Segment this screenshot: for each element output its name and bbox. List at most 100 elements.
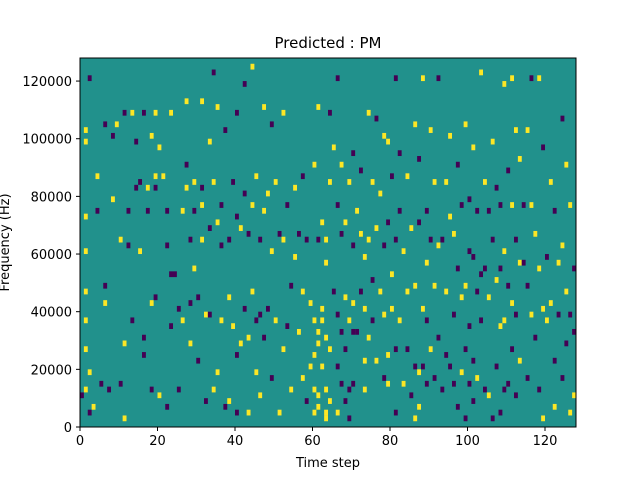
heatmap-cell bbox=[223, 403, 228, 410]
heatmap-cell bbox=[142, 109, 146, 116]
heatmap-cell bbox=[506, 282, 511, 289]
heatmap-cell bbox=[149, 132, 154, 139]
heatmap-cell bbox=[269, 248, 274, 255]
heatmap-cell bbox=[227, 398, 232, 404]
heatmap-cell bbox=[324, 415, 329, 422]
heatmap-cell bbox=[293, 184, 298, 191]
heatmap-cell bbox=[560, 115, 565, 122]
heatmap-cell bbox=[440, 236, 445, 243]
heatmap-cell bbox=[281, 346, 286, 353]
heatmap-cell bbox=[432, 375, 437, 381]
heatmap-cell bbox=[339, 328, 344, 335]
heatmap-cell bbox=[405, 288, 410, 295]
heatmap-cell bbox=[471, 398, 476, 404]
heatmap-cell bbox=[529, 311, 534, 318]
heatmap-cell bbox=[533, 230, 538, 237]
heatmap-cell bbox=[498, 265, 503, 272]
y-axis: 0 20000 40000 60000 80000 100000 120000 bbox=[22, 75, 80, 436]
heatmap-cell bbox=[459, 294, 464, 301]
heatmap-cell bbox=[525, 127, 530, 133]
heatmap-cell bbox=[242, 190, 247, 197]
heatmap-cell bbox=[300, 173, 305, 180]
heatmap-cell bbox=[196, 357, 201, 364]
heatmap-cell bbox=[359, 288, 363, 295]
heatmap-cell bbox=[83, 138, 88, 145]
heatmap-cell bbox=[343, 219, 348, 226]
heatmap-cell bbox=[289, 282, 294, 289]
heatmap-cell bbox=[374, 357, 379, 364]
heatmap-cell bbox=[351, 150, 356, 157]
heatmap-cell bbox=[393, 75, 398, 82]
heatmap-cell bbox=[142, 334, 146, 341]
heatmap-cell bbox=[421, 305, 425, 312]
heatmap-cell bbox=[242, 305, 247, 312]
heatmap-cell bbox=[83, 386, 88, 393]
heatmap-cell bbox=[444, 288, 449, 295]
heatmap-cell bbox=[343, 398, 348, 404]
heatmap-cell bbox=[564, 161, 569, 168]
heatmap-cell bbox=[386, 380, 391, 387]
heatmap-cell bbox=[525, 282, 530, 289]
heatmap-cell bbox=[153, 294, 158, 301]
heatmap-cell bbox=[211, 179, 216, 185]
heatmap-cell bbox=[126, 207, 131, 214]
heatmap-cell bbox=[103, 300, 108, 306]
y-tick-label: 20000 bbox=[31, 363, 72, 378]
heatmap-cell bbox=[200, 184, 205, 191]
heatmap-cell bbox=[246, 334, 251, 341]
heatmap-cell bbox=[424, 207, 429, 214]
heatmap-cell bbox=[347, 317, 352, 324]
heatmap-cell bbox=[83, 317, 88, 324]
heatmap-cell bbox=[564, 288, 569, 295]
heatmap-cell bbox=[157, 392, 162, 399]
heatmap-cell bbox=[467, 248, 472, 255]
heatmap-cell bbox=[173, 271, 177, 278]
heatmap-cell bbox=[331, 144, 336, 151]
heatmap-cell bbox=[184, 184, 189, 191]
heatmap-cell bbox=[467, 323, 472, 329]
heatmap-cell bbox=[87, 369, 92, 376]
heatmap-cell bbox=[413, 282, 418, 289]
heatmap-cell bbox=[227, 294, 232, 301]
heatmap-cell bbox=[428, 127, 433, 133]
heatmap-cell bbox=[444, 179, 449, 185]
plot-area bbox=[79, 57, 577, 428]
heatmap-cell bbox=[514, 392, 518, 399]
heatmap-cell bbox=[266, 305, 270, 312]
heatmap-cell bbox=[107, 386, 112, 393]
heatmap-cell bbox=[525, 375, 530, 381]
heatmap-cell bbox=[405, 346, 410, 353]
x-axis: 0 20 40 60 80 100 120 bbox=[76, 427, 557, 449]
heatmap-cell bbox=[219, 317, 224, 324]
heatmap-cell bbox=[514, 311, 518, 318]
heatmap-cell bbox=[502, 386, 507, 393]
heatmap-cell bbox=[471, 144, 476, 151]
heatmap-cell bbox=[165, 207, 170, 214]
heatmap-cell bbox=[568, 202, 573, 208]
heatmap-cell bbox=[545, 254, 549, 260]
heatmap-cell bbox=[324, 409, 329, 416]
heatmap-cell bbox=[145, 207, 150, 214]
heatmap-cell bbox=[483, 265, 487, 272]
x-tick-label: 20 bbox=[149, 434, 166, 449]
heatmap-cell bbox=[324, 236, 329, 243]
heatmap-cell bbox=[130, 109, 135, 116]
heatmap-cell bbox=[471, 357, 476, 364]
chart-title: Predicted : PM bbox=[275, 34, 382, 52]
heatmap-cell bbox=[316, 403, 321, 410]
heatmap-cell bbox=[572, 265, 577, 272]
heatmap-cell bbox=[207, 225, 212, 231]
heatmap-cell bbox=[393, 409, 398, 416]
heatmap-cell bbox=[347, 415, 352, 422]
heatmap-cell bbox=[529, 75, 534, 82]
heatmap-cell bbox=[448, 132, 453, 139]
heatmap-cell bbox=[351, 242, 356, 249]
heatmap-cell bbox=[421, 75, 425, 82]
heatmap-cell bbox=[258, 392, 263, 399]
heatmap-cell bbox=[312, 409, 317, 416]
heatmap-cell bbox=[498, 409, 503, 416]
heatmap-cell bbox=[541, 415, 546, 422]
heatmap-cell bbox=[328, 398, 332, 404]
heatmap-cell bbox=[111, 132, 115, 139]
x-tick-label: 100 bbox=[455, 434, 480, 449]
